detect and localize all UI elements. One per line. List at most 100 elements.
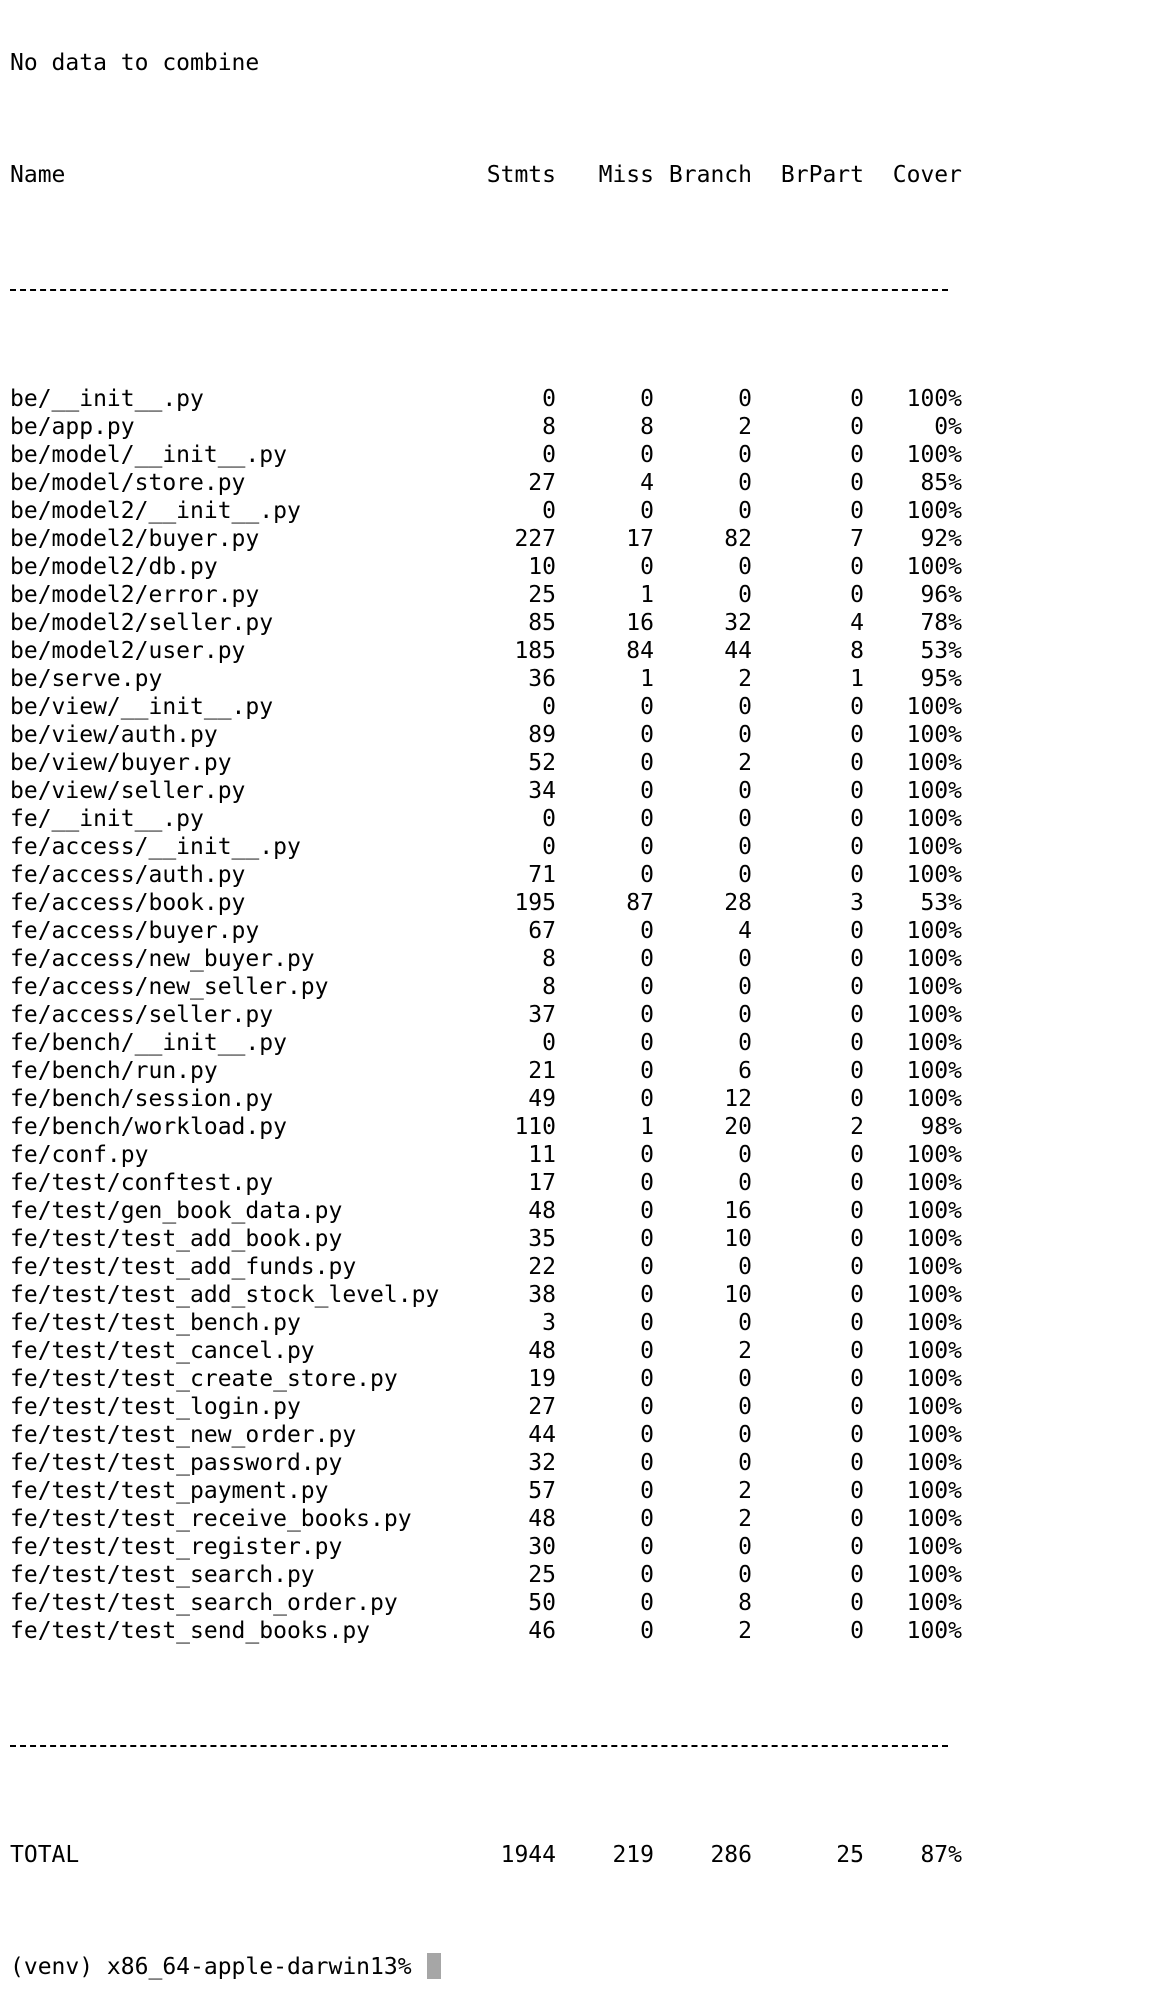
- header-miss: Miss: [598, 162, 654, 188]
- cell-brpart: 8: [850, 638, 864, 664]
- cell-name: fe/access/new_seller.py: [10, 974, 329, 1000]
- cell-brpart: 0: [850, 1226, 864, 1252]
- terminal-output: No data to combine Name Stmts Miss Branc…: [10, 0, 962, 2009]
- cell-branch: 20: [724, 1114, 752, 1140]
- total-cover: 87%: [920, 1842, 962, 1868]
- cell-stmts: 11: [528, 1142, 556, 1168]
- cell-cover: 100%: [906, 1086, 962, 1112]
- total-miss: 219: [612, 1842, 654, 1868]
- cell-branch: 0: [738, 694, 752, 720]
- cell-name: be/view/seller.py: [10, 778, 246, 804]
- cell-name: fe/test/test_search.py: [10, 1562, 315, 1588]
- cell-miss: 0: [640, 946, 654, 972]
- cell-brpart: 0: [850, 1198, 864, 1224]
- cell-miss: 4: [640, 470, 654, 496]
- total-separator: [10, 1729, 948, 1757]
- cell-cover: 100%: [906, 834, 962, 860]
- cell-name: fe/test/gen_book_data.py: [10, 1198, 343, 1224]
- table-row: be/view/auth.py 89 0 0 0 100%: [10, 721, 962, 749]
- cell-cover: 100%: [906, 1030, 962, 1056]
- cell-stmts: 8: [542, 974, 556, 1000]
- cell-branch: 0: [738, 1002, 752, 1028]
- cell-branch: 10: [724, 1282, 752, 1308]
- cell-name: be/model/store.py: [10, 470, 246, 496]
- cell-miss: 8: [640, 414, 654, 440]
- cell-name: fe/test/test_login.py: [10, 1394, 301, 1420]
- cell-brpart: 7: [850, 526, 864, 552]
- cell-stmts: 27: [528, 1394, 556, 1420]
- cell-branch: 82: [724, 526, 752, 552]
- cell-name: fe/test/test_search_order.py: [10, 1590, 398, 1616]
- cell-miss: 0: [640, 1030, 654, 1056]
- cell-name: be/view/buyer.py: [10, 750, 232, 776]
- cell-brpart: 0: [850, 386, 864, 412]
- cell-branch: 0: [738, 1366, 752, 1392]
- table-row: fe/test/test_cancel.py 48 0 2 0 100%: [10, 1337, 962, 1365]
- cell-cover: 100%: [906, 694, 962, 720]
- table-row: fe/test/test_bench.py 3 0 0 0 100%: [10, 1309, 962, 1337]
- cell-brpart: 0: [850, 442, 864, 468]
- cell-branch: 0: [738, 778, 752, 804]
- cell-brpart: 1: [850, 666, 864, 692]
- cell-brpart: 0: [850, 498, 864, 524]
- table-row: fe/bench/run.py 21 0 6 0 100%: [10, 1057, 962, 1085]
- cell-cover: 100%: [906, 778, 962, 804]
- cell-miss: 0: [640, 1086, 654, 1112]
- cell-branch: 0: [738, 806, 752, 832]
- cell-stmts: 0: [542, 442, 556, 468]
- table-body: be/__init__.py 0 0 0 0 100% be/app.py 8 8 2 0 0% be/…: [10, 385, 962, 1645]
- table-row: fe/test/test_send_books.py 46 0 2 0 100%: [10, 1617, 962, 1645]
- cell-cover: 100%: [906, 1226, 962, 1252]
- table-row: fe/access/new_seller.py 8 0 0 0 100%: [10, 973, 962, 1001]
- cell-name: be/model2/__init__.py: [10, 498, 301, 524]
- cell-brpart: 0: [850, 1562, 864, 1588]
- table-row: fe/test/test_receive_books.py 48 0 2 0 100%: [10, 1505, 962, 1533]
- header-stmts: Stmts: [486, 162, 556, 188]
- cell-stmts: 48: [528, 1506, 556, 1532]
- cell-brpart: 0: [850, 1394, 864, 1420]
- cell-miss: 0: [640, 1422, 654, 1448]
- table-row: be/view/__init__.py 0 0 0 0 100%: [10, 693, 962, 721]
- cell-cover: 100%: [906, 1450, 962, 1476]
- cell-miss: 0: [640, 1394, 654, 1420]
- cell-stmts: 89: [528, 722, 556, 748]
- table-row: fe/bench/__init__.py 0 0 0 0 100%: [10, 1029, 962, 1057]
- cell-brpart: 0: [850, 414, 864, 440]
- cell-brpart: 0: [850, 750, 864, 776]
- cell-name: fe/access/buyer.py: [10, 918, 260, 944]
- cell-miss: 0: [640, 1254, 654, 1280]
- cell-name: fe/conf.py: [10, 1142, 149, 1168]
- cell-branch: 0: [738, 498, 752, 524]
- cell-branch: 0: [738, 1310, 752, 1336]
- cell-brpart: 2: [850, 1114, 864, 1140]
- table-row: be/model2/user.py 185 84 44 8 53%: [10, 637, 962, 665]
- cell-branch: 0: [738, 582, 752, 608]
- cell-stmts: 21: [528, 1058, 556, 1084]
- cell-name: be/__init__.py: [10, 386, 204, 412]
- shell-prompt-line[interactable]: (venv) x86_64-apple-darwin13%: [10, 1953, 962, 1981]
- cell-brpart: 0: [850, 1534, 864, 1560]
- cell-stmts: 22: [528, 1254, 556, 1280]
- cell-brpart: 0: [850, 582, 864, 608]
- table-row: fe/test/test_search_order.py 50 0 8 0 100%: [10, 1589, 962, 1617]
- cell-stmts: 25: [528, 582, 556, 608]
- table-row: fe/access/auth.py 71 0 0 0 100%: [10, 861, 962, 889]
- cell-branch: 0: [738, 470, 752, 496]
- table-row: fe/test/conftest.py 17 0 0 0 100%: [10, 1169, 962, 1197]
- cell-name: fe/access/new_buyer.py: [10, 946, 315, 972]
- cell-cover: 100%: [906, 1254, 962, 1280]
- cell-name: fe/__init__.py: [10, 806, 204, 832]
- cell-miss: 17: [626, 526, 654, 552]
- cell-brpart: 0: [850, 1282, 864, 1308]
- cell-cover: 100%: [906, 862, 962, 888]
- table-row: fe/test/test_register.py 30 0 0 0 100%: [10, 1533, 962, 1561]
- table-header: Name Stmts Miss Branch BrPart Cover: [10, 161, 962, 189]
- cell-brpart: 0: [850, 1338, 864, 1364]
- cell-cover: 100%: [906, 1394, 962, 1420]
- cell-cover: 53%: [920, 890, 962, 916]
- cell-miss: 87: [626, 890, 654, 916]
- cell-stmts: 0: [542, 806, 556, 832]
- cell-cover: 100%: [906, 1506, 962, 1532]
- cell-cover: 100%: [906, 1422, 962, 1448]
